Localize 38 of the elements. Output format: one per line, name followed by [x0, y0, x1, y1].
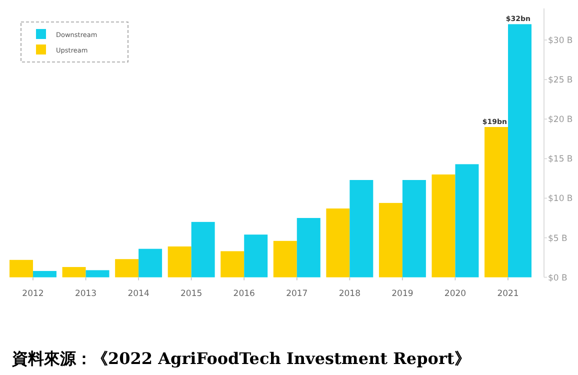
bar	[32, 270, 56, 278]
source-note: 資料來源：《2022 AgriFoodTech Investment Report》	[11, 349, 470, 368]
bar	[115, 259, 139, 278]
y-tick-label: $15 B	[548, 154, 573, 165]
y-tick-label: $5 B	[548, 234, 568, 244]
bar	[455, 164, 479, 278]
bar	[378, 202, 402, 278]
x-tick-label: 2020	[444, 289, 466, 299]
bar	[273, 240, 297, 278]
x-tick-label: 2013	[74, 289, 97, 299]
bar	[402, 180, 426, 278]
bar	[191, 222, 215, 278]
x-tick-label: 2012	[22, 289, 44, 299]
y-tick-label: $30 B	[548, 36, 573, 46]
bar	[484, 127, 508, 278]
bar	[350, 180, 374, 278]
x-tick-label: 2016	[233, 289, 255, 299]
y-tick-label: $25 B	[548, 76, 573, 86]
bar	[10, 260, 33, 278]
bar	[138, 248, 162, 278]
bar	[168, 246, 192, 278]
x-tick-label: 2014	[128, 289, 150, 299]
bar	[62, 267, 86, 278]
bar	[508, 24, 532, 278]
bar	[326, 208, 350, 278]
bar	[244, 234, 268, 278]
x-tick-label: 2021	[497, 289, 519, 299]
x-tick-label: 2019	[392, 289, 414, 299]
bar	[432, 174, 456, 278]
x-tick-label: 2018	[338, 289, 360, 299]
x-tick-label: 2015	[180, 289, 202, 299]
x-tick-label: 2017	[286, 289, 308, 299]
y-tick-label: $10 B	[548, 194, 573, 204]
y-tick-label: $20 B	[548, 115, 573, 126]
bar	[220, 251, 244, 278]
bar	[296, 218, 320, 278]
y-tick-label: $0 B	[548, 273, 568, 284]
bar	[86, 270, 110, 278]
